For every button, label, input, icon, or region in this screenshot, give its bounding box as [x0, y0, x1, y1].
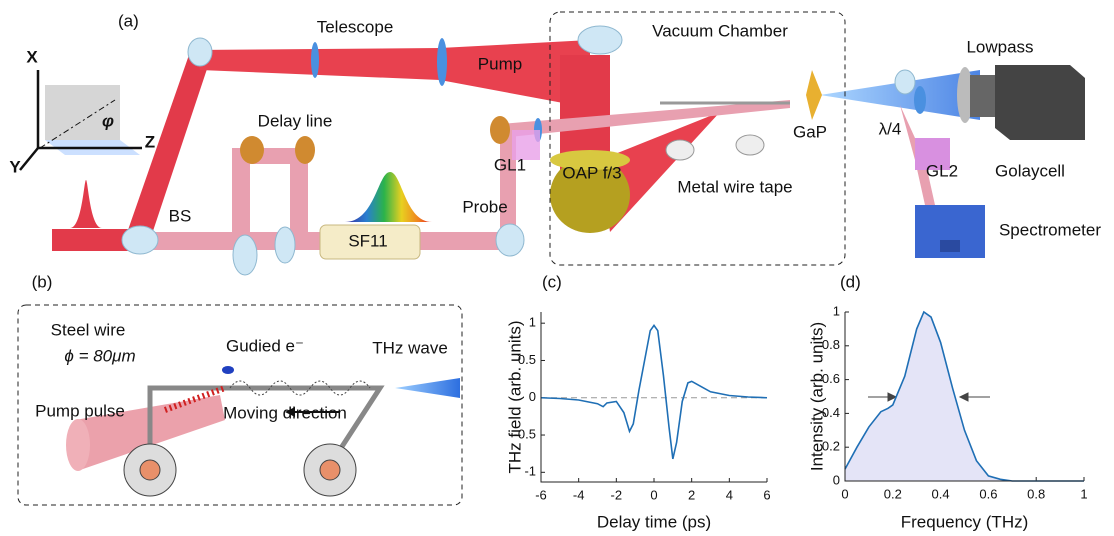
schematic-a — [20, 12, 1085, 275]
x-tick-label: 2 — [688, 487, 695, 502]
label: Pump — [478, 54, 522, 73]
x-tick-label: -4 — [573, 487, 585, 502]
label: GL1 — [494, 155, 526, 174]
y-tick-label: 0 — [529, 389, 536, 404]
label: GaP — [793, 122, 827, 141]
label: Pump pulse — [35, 401, 125, 420]
label: Spectrometer — [999, 220, 1101, 239]
label: Delay line — [258, 111, 333, 130]
x-tick-label: 0 — [841, 486, 848, 501]
x-tick-label: 4 — [726, 487, 733, 502]
axes — [541, 312, 767, 482]
y-tick-label: 0 — [833, 472, 840, 487]
axis-label: Z — [145, 132, 155, 151]
x-tick-label: 1 — [1080, 486, 1087, 501]
y-tick-label: 0.8 — [822, 337, 840, 352]
label: Telescope — [317, 17, 394, 36]
axis-label: X — [26, 47, 38, 66]
label: SF11 — [348, 231, 387, 250]
axis-label: Y — [9, 157, 21, 176]
y-axis-title: THz field (arb. units) — [505, 320, 524, 473]
panel-label: (c) — [542, 272, 562, 291]
figure: (a) Telescope Vacuum Chamber Lowpass Pum… — [0, 0, 1114, 536]
label: BS — [169, 206, 192, 225]
label: THz wave — [372, 338, 448, 357]
label: Metal wire tape — [677, 177, 792, 196]
x-tick-label: -6 — [535, 487, 547, 502]
x-axis-title: Delay time (ps) — [597, 512, 711, 531]
labels-b: (b) Steel wire ϕ = 80μm Gudied e⁻ THz wa… — [32, 272, 448, 422]
x-tick-label: 0.2 — [884, 486, 902, 501]
y-tick-label: -1 — [524, 464, 536, 479]
y-tick-label: 1 — [529, 315, 536, 330]
x-tick-label: 0.8 — [1027, 486, 1045, 501]
label: λ/4 — [879, 119, 902, 138]
panel-label: (a) — [118, 11, 139, 30]
panel-label: (d) — [840, 272, 861, 291]
label: GL2 — [926, 161, 958, 180]
label: Golaycell — [995, 161, 1065, 180]
label: ϕ = 80μm — [64, 346, 135, 365]
y-tick-label: 0.5 — [518, 352, 536, 367]
y-tick-label: -0.5 — [514, 426, 536, 441]
label: Vacuum Chamber — [652, 21, 788, 40]
angle-label: φ — [102, 111, 114, 130]
label: Lowpass — [966, 37, 1033, 56]
label: Probe — [462, 197, 507, 216]
x-tick-label: -2 — [611, 487, 623, 502]
x-axis-title: Frequency (THz) — [901, 512, 1029, 531]
x-tick-label: 6 — [763, 487, 770, 502]
y-tick-label: 0.4 — [822, 405, 840, 420]
line — [541, 325, 767, 458]
x-tick-label: 0 — [650, 487, 657, 502]
label: OAP f/3 — [562, 163, 621, 182]
panel-label: (b) — [32, 272, 53, 291]
label: Moving direction — [223, 403, 347, 422]
y-tick-label: 0.6 — [822, 371, 840, 386]
label: Steel wire — [51, 320, 126, 339]
label: Gudied e⁻ — [226, 336, 304, 355]
y-tick-label: 1 — [833, 303, 840, 318]
x-tick-label: 0.6 — [979, 486, 997, 501]
y-tick-label: 0.2 — [822, 439, 840, 454]
x-tick-label: 0.4 — [932, 486, 950, 501]
